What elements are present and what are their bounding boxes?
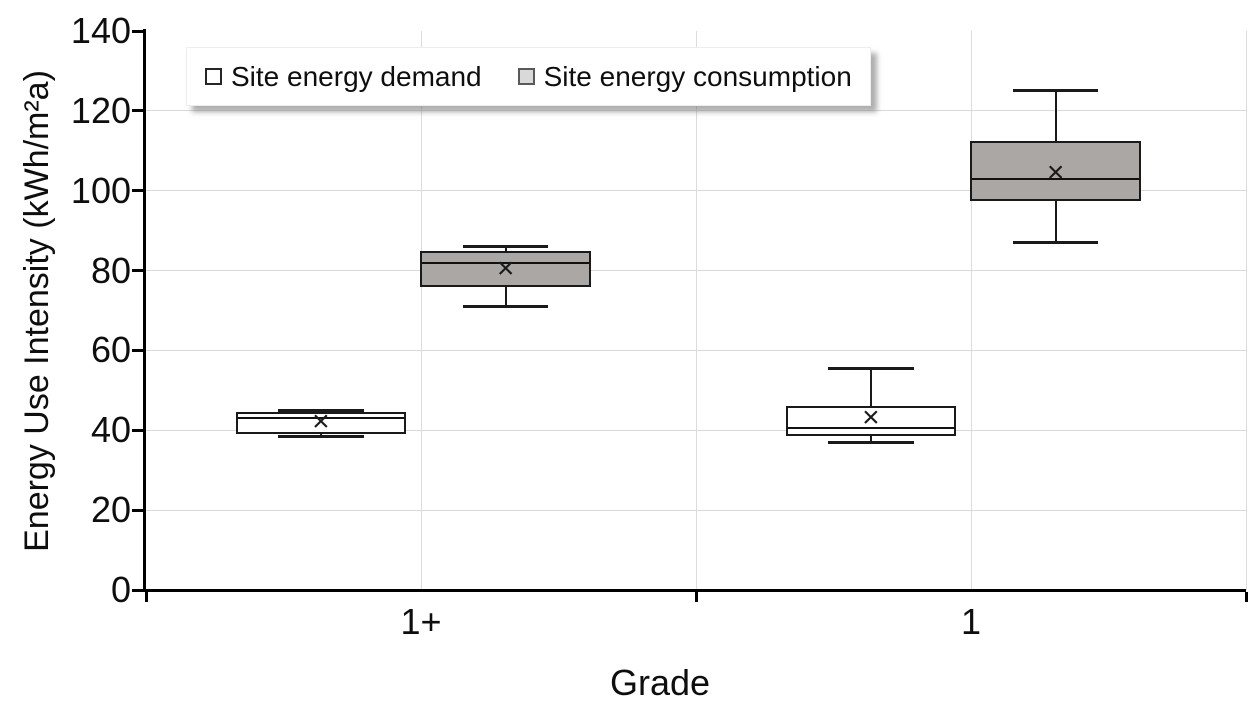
y-tick-label: 120 [70, 89, 131, 131]
plot-area: × × × × [146, 31, 1247, 590]
y-tick-mark [132, 29, 143, 33]
v-gridline [1245, 31, 1247, 590]
median-line [787, 427, 955, 430]
demand-swatch-icon [205, 68, 222, 85]
legend-item-consumption: Site energy consumption [517, 60, 852, 93]
whisker-upper-stem [504, 246, 507, 251]
whisker-lower-stem [869, 436, 872, 443]
y-tick-mark [132, 428, 143, 432]
y-tick-label: 60 [90, 329, 131, 371]
y-tick-mark [132, 348, 143, 352]
x-tick-mark [1244, 592, 1248, 602]
y-tick-label: 0 [110, 569, 131, 610]
category-label-1: 1 [960, 601, 982, 642]
y-tick-label: 40 [90, 409, 131, 451]
whisker-upper-stem [1054, 90, 1057, 141]
median-line [972, 177, 1139, 180]
whisker-lower-cap [828, 440, 914, 444]
mean-marker: × [496, 251, 515, 285]
box-consumption-grade-1+ [420, 250, 591, 287]
x-tick-mark [694, 592, 698, 602]
whisker-lower-stem [1054, 200, 1057, 243]
legend-label-consumption: Site energy consumption [543, 60, 852, 92]
whisker-lower-cap [463, 305, 549, 308]
x-axis-category-labels: 1+ 1 [146, 604, 1246, 646]
y-tick-label: 80 [90, 249, 131, 291]
v-gridline [970, 31, 972, 590]
box-consumption-grade-1 [970, 140, 1141, 201]
v-gridline [420, 31, 422, 590]
whisker-lower-cap [278, 434, 364, 438]
whisker-upper-cap [278, 408, 364, 412]
whisker-upper-cap [463, 245, 549, 249]
legend-label-demand: Site energy demand [231, 60, 482, 92]
y-tick-label: 140 [70, 10, 131, 51]
mean-marker: × [862, 401, 880, 435]
legend: Site energy demand Site energy consumpti… [186, 47, 871, 106]
y-tick-label: 20 [90, 489, 131, 531]
y-axis-tick-labels: 0 20 40 60 80 100 120 140 [0, 13, 131, 608]
consumption-swatch-icon [517, 68, 535, 85]
whisker-upper-stem [869, 368, 872, 407]
whisker-upper-cap [828, 366, 914, 370]
y-tick-mark [132, 588, 143, 592]
category-label-1plus: 1+ [400, 601, 442, 642]
y-tick-mark [132, 189, 143, 193]
y-tick-mark [132, 109, 143, 113]
legend-item-demand: Site energy demand [205, 61, 482, 93]
box-demand-grade-1 [785, 406, 957, 437]
x-axis-line [143, 589, 1246, 592]
x-axis-title: Grade [609, 662, 711, 703]
whisker-lower-cap [1013, 241, 1099, 245]
whisker-upper-cap [1013, 89, 1099, 93]
whisker-lower-stem [504, 286, 507, 307]
median-line [237, 417, 405, 420]
x-tick-mark [144, 592, 148, 602]
y-tick-mark [132, 508, 143, 512]
y-tick-label: 100 [70, 169, 131, 211]
mean-marker: × [1046, 155, 1065, 189]
v-gridline [695, 31, 697, 590]
y-tick-mark [132, 269, 143, 273]
median-line [422, 261, 589, 264]
y-axis-line [143, 29, 146, 592]
mean-marker: × [312, 405, 330, 439]
